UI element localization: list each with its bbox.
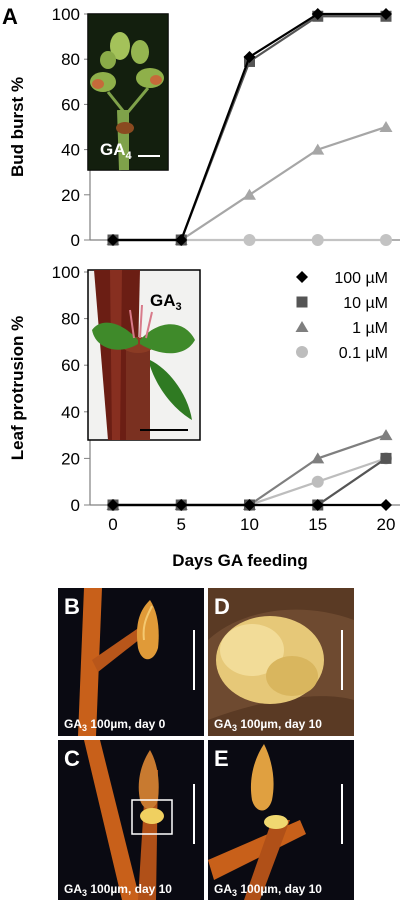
- leaf-protrusion-data-point: [380, 499, 392, 511]
- photo-panels: B GA3 100µm, day 0 D GA3 100µm, day 10 C…: [58, 588, 354, 900]
- bud-burst-y-tick-label: 0: [71, 231, 80, 250]
- bud-burst-data-point: [311, 234, 324, 246]
- leaf-protrusion-data-point: [379, 429, 393, 441]
- leaf-protrusion-data-point: [175, 499, 188, 511]
- bud-burst-y-tick-label: 20: [61, 186, 80, 205]
- bud-burst-data-point: [380, 8, 392, 20]
- photo-d: D GA3 100µm, day 10: [208, 588, 354, 736]
- leaf-protrusion-x-axis-title: Days GA feeding: [172, 551, 307, 570]
- legend-marker: [296, 271, 308, 283]
- legend: 100 µM 10 µM 1 µM 0.1 µM: [295, 270, 388, 362]
- leaf-protrusion-x-tick-label: 20: [377, 515, 396, 534]
- leaf-protrusion-y-tick-label: 100: [52, 263, 80, 282]
- bud-burst-y-tick-label: 80: [61, 50, 80, 69]
- bud-burst-data-point: [311, 8, 324, 20]
- bud-burst-data-point: [380, 234, 392, 246]
- legend-label: 100 µM: [334, 270, 388, 287]
- zoom-box: [131, 799, 173, 835]
- bud-burst-data-point: [379, 121, 393, 132]
- photo-e-caption: GA3 100µm, day 10: [214, 882, 322, 898]
- leaf-protrusion-x-tick-label: 5: [177, 515, 186, 534]
- ga4-inset-label: GA4: [100, 140, 133, 162]
- photo-c: C GA3 100µm, day 10: [58, 740, 204, 900]
- legend-marker: [295, 321, 309, 332]
- ga4-inset-photo: GA4: [87, 13, 169, 171]
- bud-burst-data-point: [243, 188, 256, 200]
- leaf-protrusion-x-tick-label: 10: [240, 515, 259, 534]
- leaf-protrusion-data-point: [380, 452, 392, 464]
- ga3-inset-photo: GA3: [87, 269, 201, 441]
- leaf-protrusion-x-tick-label: 0: [108, 515, 117, 534]
- bud-burst-data-point: [311, 143, 325, 155]
- leaf-protrusion-series-line: [113, 457, 387, 507]
- photo-c-letter: C: [64, 746, 80, 771]
- bud-burst-data-point: [243, 50, 256, 63]
- ga3-inset-label: GA3: [150, 291, 182, 313]
- photo-b: B GA3 100µm, day 0: [58, 588, 204, 736]
- bud-burst-y-tick-label: 40: [61, 141, 80, 160]
- photo-e: E GA3 100µm, day 10: [208, 740, 354, 900]
- photo-b-caption: GA3 100µm, day 0: [64, 717, 166, 733]
- leaf-protrusion-series-line: [113, 434, 387, 507]
- bud-burst-data-point: [107, 234, 119, 246]
- bud-burst-data-point: [243, 234, 256, 246]
- leaf-protrusion-data-point: [107, 499, 119, 511]
- bud-burst-data-point: [175, 234, 188, 246]
- legend-marker: [296, 296, 308, 308]
- photo-d-caption: GA3 100µm, day 10: [214, 717, 322, 733]
- leaf-protrusion-chart: 0 20 40 60 80 100 Leaf protrusion % 0 5 10 15 20 Day…: [8, 263, 400, 570]
- legend-marker: [296, 346, 308, 358]
- leaf-protrusion-series-line: [113, 457, 387, 507]
- leaf-protrusion-y-tick-label: 80: [61, 310, 80, 329]
- leaf-protrusion-data-point: [311, 452, 325, 464]
- photo-c-caption: GA3 100µm, day 10: [64, 882, 172, 898]
- leaf-protrusion-y-tick-label: 60: [61, 356, 80, 375]
- photo-d-letter: D: [214, 594, 230, 619]
- legend-label: 1 µM: [352, 320, 388, 337]
- panel-letter-a: A: [2, 4, 18, 29]
- bud-burst-y-axis-title: Bud burst %: [8, 77, 27, 177]
- leaf-protrusion-y-axis-title: Leaf protrusion %: [8, 316, 27, 461]
- photo-e-letter: E: [214, 746, 229, 771]
- legend-label: 10 µM: [343, 295, 388, 312]
- photo-b-letter: B: [64, 594, 80, 619]
- legend-label: 0.1 µM: [339, 345, 388, 362]
- leaf-protrusion-data-point: [311, 499, 324, 511]
- bud-burst-y-tick-label: 60: [61, 95, 80, 114]
- leaf-protrusion-data-point: [243, 499, 256, 511]
- leaf-protrusion-x-tick-label: 15: [308, 515, 327, 534]
- leaf-protrusion-data-point: [311, 475, 324, 488]
- bud-burst-chart: A 0 20 40 60 80 100 Bud burst % GA4: [2, 4, 400, 250]
- leaf-protrusion-y-tick-label: 40: [61, 403, 80, 422]
- leaf-protrusion-y-tick-label: 20: [61, 449, 80, 468]
- bud-burst-y-tick-label: 100: [52, 5, 80, 24]
- leaf-protrusion-y-tick-label: 0: [71, 496, 80, 515]
